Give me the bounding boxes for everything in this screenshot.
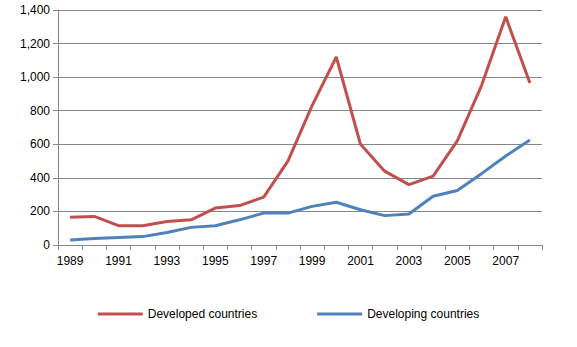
svg-text:1997: 1997 (250, 254, 277, 268)
svg-text:Developed countries: Developed countries (148, 307, 257, 321)
svg-text:800: 800 (30, 104, 50, 118)
svg-text:2003: 2003 (396, 254, 423, 268)
svg-text:200: 200 (30, 204, 50, 218)
svg-text:1989: 1989 (57, 254, 84, 268)
svg-text:1995: 1995 (202, 254, 229, 268)
svg-text:2001: 2001 (347, 254, 374, 268)
svg-text:0: 0 (43, 238, 50, 252)
svg-text:1,400: 1,400 (20, 3, 50, 17)
svg-text:1,000: 1,000 (20, 70, 50, 84)
svg-text:2005: 2005 (444, 254, 471, 268)
svg-text:1991: 1991 (105, 254, 132, 268)
svg-text:Developing countries: Developing countries (367, 307, 479, 321)
svg-text:1993: 1993 (154, 254, 181, 268)
svg-text:400: 400 (30, 171, 50, 185)
svg-text:2007: 2007 (492, 254, 519, 268)
svg-text:1,200: 1,200 (20, 37, 50, 51)
svg-text:600: 600 (30, 137, 50, 151)
svg-text:1999: 1999 (299, 254, 326, 268)
